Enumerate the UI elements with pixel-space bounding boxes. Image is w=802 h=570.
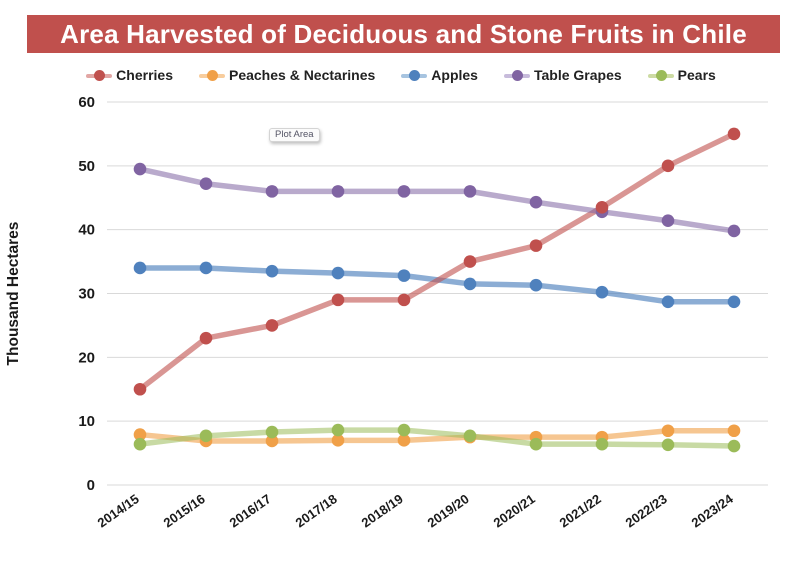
svg-text:Thousand Hectares: Thousand Hectares — [5, 222, 22, 366]
svg-text:50: 50 — [78, 158, 95, 175]
svg-text:10: 10 — [78, 413, 95, 430]
svg-text:60: 60 — [78, 94, 95, 111]
svg-text:2021/22: 2021/22 — [557, 491, 604, 530]
svg-text:2014/15: 2014/15 — [95, 491, 142, 530]
svg-text:30: 30 — [78, 286, 95, 303]
svg-text:2020/21: 2020/21 — [491, 491, 538, 530]
svg-text:2022/23: 2022/23 — [623, 491, 670, 530]
svg-text:2019/20: 2019/20 — [425, 491, 472, 530]
svg-text:2018/19: 2018/19 — [359, 491, 406, 530]
svg-text:0: 0 — [87, 477, 95, 494]
svg-text:2017/18: 2017/18 — [293, 491, 340, 530]
svg-text:20: 20 — [78, 349, 95, 366]
svg-text:2023/24: 2023/24 — [689, 491, 737, 531]
svg-text:40: 40 — [78, 222, 95, 239]
svg-text:2015/16: 2015/16 — [161, 491, 208, 530]
svg-text:2016/17: 2016/17 — [227, 491, 274, 530]
